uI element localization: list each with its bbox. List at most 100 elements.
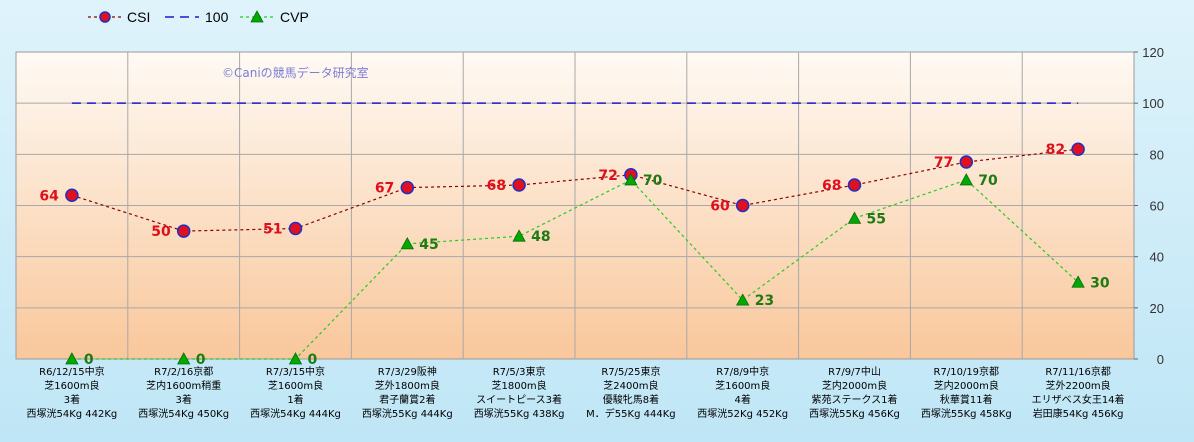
csi-point: [65, 188, 79, 203]
csi-data-label: 72: [598, 168, 617, 184]
x-category-label-line: R7/3/29阪神: [378, 365, 437, 378]
x-category-label-line: 西塚洸54Kg 450Kg: [138, 407, 229, 420]
x-category-label-line: 3着: [64, 393, 80, 406]
x-category-label: R7/9/7中山芝内2000m良紫苑ステークス1着西塚洸55Kg 456Kg: [809, 365, 900, 420]
cvp-data-label: 0: [196, 352, 206, 368]
x-category-label: R7/2/16京都芝内1600m稍重 3着西塚洸54Kg 450Kg: [138, 365, 229, 420]
cvp-data-label: 70: [978, 173, 998, 189]
x-category-label-line: 芝1600m良: [268, 379, 323, 392]
x-category-label: R7/10/19京都芝内2000m良秋華賞11着西塚洸55Kg 458Kg: [921, 365, 1012, 420]
x-category-label-line: 優駿牝馬8着: [603, 393, 659, 406]
csi-data-label: 60: [710, 199, 730, 215]
x-category-label-line: 西塚洸54Kg 442Kg: [26, 407, 117, 420]
x-category-label-line: 1着: [287, 393, 303, 406]
cvp-data-label: 30: [1090, 275, 1110, 291]
x-category-label: R6/12/15中京芝1600m良 3着西塚洸54Kg 442Kg: [26, 365, 117, 420]
x-category-label-line: 3着: [176, 393, 192, 406]
csi-point: [512, 178, 526, 192]
legend: CSI 100 CVP: [88, 9, 309, 25]
cvp-data-label: 55: [867, 211, 886, 227]
y-tick-label: 120: [1142, 45, 1164, 60]
x-category-label-line: R7/10/19京都: [934, 365, 1000, 378]
x-category-label-line: R7/5/3東京: [493, 365, 546, 378]
csi-data-label: 77: [934, 155, 953, 171]
x-category-label-line: 西塚洸55Kg 456Kg: [809, 407, 900, 420]
series-cvp-line: [71, 179, 1079, 360]
x-category-label-line: R7/5/25東京: [601, 365, 660, 378]
cvp-data-label: 48: [531, 229, 550, 245]
x-category-label: R7/11/16京都芝外2200m良エリザベス女王14着岩田康54Kg 456K…: [1032, 365, 1125, 420]
x-category-label-line: スイートピース3着: [476, 393, 562, 406]
x-category-label-line: R7/9/7中山: [828, 365, 881, 378]
x-category-label-line: R7/11/16京都: [1045, 365, 1111, 378]
y-tick-label: 40: [1150, 250, 1164, 265]
csi-point: [400, 180, 415, 195]
csi-data-label: 68: [822, 178, 841, 194]
cvp-data-label: 45: [419, 237, 438, 253]
x-category-label-line: 紫苑ステークス1着: [811, 393, 897, 406]
csi-data-label: 68: [487, 178, 506, 194]
legend-csi-marker: [99, 11, 111, 23]
x-category-label-line: 岩田康54Kg 456Kg: [1033, 407, 1124, 420]
x-category-label-line: R6/12/15中京: [39, 365, 105, 378]
csi-data-label: 67: [375, 181, 394, 197]
x-category-label-line: 西塚洸55Kg 458Kg: [921, 407, 1012, 420]
x-category-label-line: 芝外2200m良: [1045, 379, 1110, 392]
cvp-point: [400, 237, 414, 250]
x-category-label-line: 西塚洸54Kg 444Kg: [250, 407, 341, 420]
legend-100-label: 100: [205, 9, 229, 25]
cvp-point: [847, 211, 862, 224]
cvp-point: [288, 352, 303, 365]
y-axis: 0 20 40 60 80 100 120: [1134, 45, 1164, 367]
csi-data-label: 51: [263, 222, 282, 238]
x-category-label-line: R7/8/9中京: [716, 365, 769, 378]
x-category-label: R7/5/3東京芝1800m良スイートピース3着西塚洸55Kg 438Kg: [474, 365, 565, 420]
x-category-label-line: 芝1600m良: [44, 379, 99, 392]
cvp-point: [959, 173, 973, 186]
x-category-label: R7/8/9中京芝1600m良 4着西塚洸52Kg 452Kg: [697, 365, 788, 420]
x-category-label-line: エリザベス女王14着: [1032, 393, 1125, 406]
legend-cvp-marker: [250, 10, 264, 23]
x-category-label-line: R7/2/16京都: [154, 365, 213, 378]
cvp-data-label: 0: [308, 352, 318, 368]
legend-cvp-label: CVP: [280, 9, 309, 25]
x-category-label-line: 4着: [735, 393, 751, 406]
x-category-label-line: 秋華賞11着: [940, 393, 993, 406]
x-category-label-line: M．デ55Kg 444Kg: [586, 407, 675, 420]
x-category-label-line: 西塚洸55Kg 438Kg: [474, 407, 565, 420]
cvp-point: [512, 229, 526, 242]
series-csi-line: [71, 148, 1079, 232]
cvp-data-label: 23: [755, 293, 774, 309]
x-category-label-line: 西塚洸55Kg 444Kg: [362, 407, 453, 420]
x-category-label-line: 芝内1600m稍重: [146, 379, 221, 392]
x-category-label: R7/5/25東京芝2400m良優駿牝馬8着 M．デ55Kg 444Kg: [586, 365, 675, 420]
csi-point: [735, 198, 750, 213]
csi-point: [959, 155, 974, 169]
csi-data-label: 50: [151, 224, 171, 240]
cvp-data-label: 70: [643, 173, 663, 189]
x-category-label-line: 芝内2000m良: [822, 379, 887, 392]
cvp-data-label: 0: [84, 352, 94, 368]
y-tick-label: 100: [1142, 96, 1164, 111]
x-category-label-line: 芝外1800m良: [375, 379, 440, 392]
csi-data-label: 82: [1046, 142, 1065, 158]
x-category-label-line: 芝内2000m良: [934, 379, 999, 392]
y-tick-label: 0: [1157, 352, 1164, 367]
series-group: [65, 102, 1085, 365]
csi-point: [288, 221, 303, 236]
cvp-point: [65, 352, 79, 365]
csi-data-label: 64: [39, 188, 59, 204]
x-category-label-line: 芝1800m良: [491, 379, 546, 392]
cvp-point: [736, 293, 750, 306]
csi-point: [1071, 142, 1085, 156]
y-tick-label: 80: [1150, 147, 1164, 162]
x-category-label: R7/3/15中京芝1600m良 1着西塚洸54Kg 444Kg: [250, 365, 341, 420]
cvp-point: [177, 352, 191, 365]
x-axis-labels: R6/12/15中京芝1600m良 3着西塚洸54Kg 442KgR7/2/16京…: [26, 365, 1124, 420]
cvp-point: [624, 173, 638, 186]
x-category-label: R7/3/29阪神芝外1800m良君子蘭賞2着西塚洸55Kg 444Kg: [362, 365, 453, 420]
cvp-point: [1071, 275, 1085, 288]
y-tick-label: 60: [1150, 199, 1164, 214]
